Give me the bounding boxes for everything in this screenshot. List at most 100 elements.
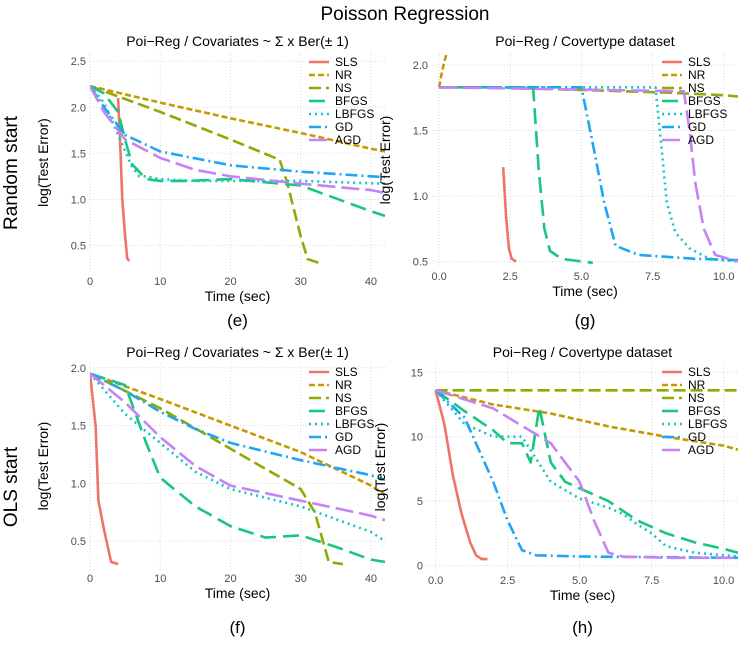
y-tick-label: 15 (411, 367, 423, 379)
series-line-agd (90, 85, 385, 195)
y-tick-label: 2.5 (71, 56, 86, 68)
legend-label-agd: AGD (688, 133, 714, 147)
x-tick-label: 7.5 (644, 575, 659, 587)
x-tick-label: 30 (295, 276, 307, 288)
panel-g: 0.0 2.5 5.0 7.5 10.0 0.5 1.0 1.5 2.0 SLSNRNSBFGSL… (377, 33, 738, 330)
y-tick-label: 0 (417, 561, 423, 573)
legend-label-gd: GD (688, 120, 706, 134)
legend-label-nr: NR (335, 378, 353, 392)
y-tick-label: 5 (417, 496, 423, 508)
legend-label-gd: GD (335, 430, 353, 444)
panel-title: Poi−Reg / Covertype dataset (493, 344, 672, 360)
y-tick-label: 1.5 (413, 126, 428, 138)
panel-tag: (e) (227, 311, 248, 330)
legend-label-sls: SLS (688, 365, 711, 379)
legend-label-ns: NS (335, 391, 352, 405)
series-line-gd (434, 389, 738, 560)
x-tick-label: 5.0 (574, 271, 589, 283)
panel-title: Poi−Reg / Covariates ~ Σ x Ber(± 1) (126, 344, 349, 360)
x-axis-label: Time (sec) (552, 283, 618, 299)
legend-label-sls: SLS (335, 55, 358, 69)
series-line-gd (439, 86, 738, 262)
x-tick-label: 7.5 (645, 271, 660, 283)
panel-title: Poi−Reg / Covariates ~ Σ x Ber(± 1) (126, 33, 349, 49)
y-tick-label: 1.0 (413, 191, 428, 203)
legend-label-lbfgs: LBFGS (688, 417, 727, 431)
legend-label-nr: NR (688, 378, 706, 392)
y-tick-label: 1.0 (71, 194, 86, 206)
y-tick-label: 10 (411, 432, 423, 444)
legend-label-sls: SLS (335, 365, 358, 379)
series-line-gd (90, 85, 385, 179)
y-axis-label: log(Test Error) (372, 423, 388, 512)
series-line-bfgs (439, 86, 593, 265)
panel-tag: (h) (572, 618, 593, 637)
x-tick-label: 40 (365, 573, 377, 585)
legend-label-bfgs: BFGS (335, 94, 368, 108)
x-axis-label: Time (sec) (550, 587, 616, 603)
legend-label-agd: AGD (688, 443, 714, 457)
legend-label-lbfgs: LBFGS (335, 417, 374, 431)
series-line-lbfgs (90, 372, 385, 543)
series-line-ns (90, 372, 344, 566)
x-tick-label: 20 (224, 276, 236, 288)
legend-label-nr: NR (688, 68, 706, 82)
panel-tag: (f) (229, 618, 245, 637)
x-tick-label: 30 (295, 573, 307, 585)
series-line-lbfgs (439, 86, 738, 263)
legend-label-sls: SLS (688, 55, 711, 69)
x-tick-label: 0.0 (428, 575, 443, 587)
series-line-bfgs (90, 372, 385, 564)
legend-label-gd: GD (335, 120, 353, 134)
y-tick-label: 0.5 (71, 240, 86, 252)
y-tick-label: 2.0 (71, 102, 86, 114)
legend-label-bfgs: BFGS (335, 404, 368, 418)
y-tick-label: 1.5 (71, 148, 86, 160)
y-tick-label: 2.0 (71, 363, 86, 375)
x-tick-label: 0.0 (431, 271, 446, 283)
series-line-gd (90, 372, 385, 482)
legend-label-nr: NR (335, 68, 353, 82)
x-tick-label: 0 (87, 573, 93, 585)
legend-label-lbfgs: LBFGS (688, 107, 727, 121)
x-tick-label: 40 (365, 276, 377, 288)
x-tick-label: 0 (87, 276, 93, 288)
x-tick-label: 10.0 (713, 575, 734, 587)
legend-label-ns: NS (335, 81, 352, 95)
figure-title: Poisson Regression (321, 4, 490, 25)
series-line-nr (435, 389, 738, 451)
x-axis-label: Time (sec) (205, 288, 271, 304)
y-tick-label: 1.0 (71, 478, 86, 490)
series-line-sls (90, 373, 119, 566)
panel-e: 0 10 20 30 40 0.5 1.0 1.5 2.0 2.5 SLSNRNSBFGSLBFGS… (35, 33, 385, 330)
x-tick-label: 20 (224, 573, 236, 585)
y-axis-label: log(Test Error) (35, 422, 51, 511)
series-line-agd (435, 389, 738, 560)
y-axis-label: log(Test Error) (377, 116, 393, 205)
x-tick-label: 10 (154, 276, 166, 288)
series-line-agd (90, 372, 385, 522)
legend-label-bfgs: BFGS (688, 94, 721, 108)
x-tick-label: 5.0 (572, 575, 587, 587)
row-label-ols-start: OLS start (1, 446, 22, 527)
x-tick-label: 10.0 (713, 271, 734, 283)
x-tick-label: 10 (154, 573, 166, 585)
y-tick-label: 0.5 (71, 536, 86, 548)
series-line-bfgs (434, 389, 738, 554)
x-axis-label: Time (sec) (205, 585, 271, 601)
legend-label-bfgs: BFGS (688, 404, 721, 418)
panel-h: 0.0 2.5 5.0 7.5 10.0 0 5 10 15 SLSNRNSBFGSLBFGSGD… (372, 344, 738, 637)
series-line-bfgs (90, 84, 385, 218)
legend-label-agd: AGD (335, 133, 361, 147)
legend-label-ns: NS (688, 391, 705, 405)
series-line-sls (116, 97, 131, 262)
series-line-agd (439, 86, 738, 263)
series-line-nr (437, 54, 448, 88)
legend-label-lbfgs: LBFGS (335, 107, 374, 121)
x-tick-label: 2.5 (503, 271, 518, 283)
y-axis-label: log(Test Error) (35, 118, 51, 207)
panel-title: Poi−Reg / Covertype dataset (495, 33, 674, 49)
legend-label-ns: NS (688, 81, 705, 95)
series-line-nr (90, 84, 385, 153)
